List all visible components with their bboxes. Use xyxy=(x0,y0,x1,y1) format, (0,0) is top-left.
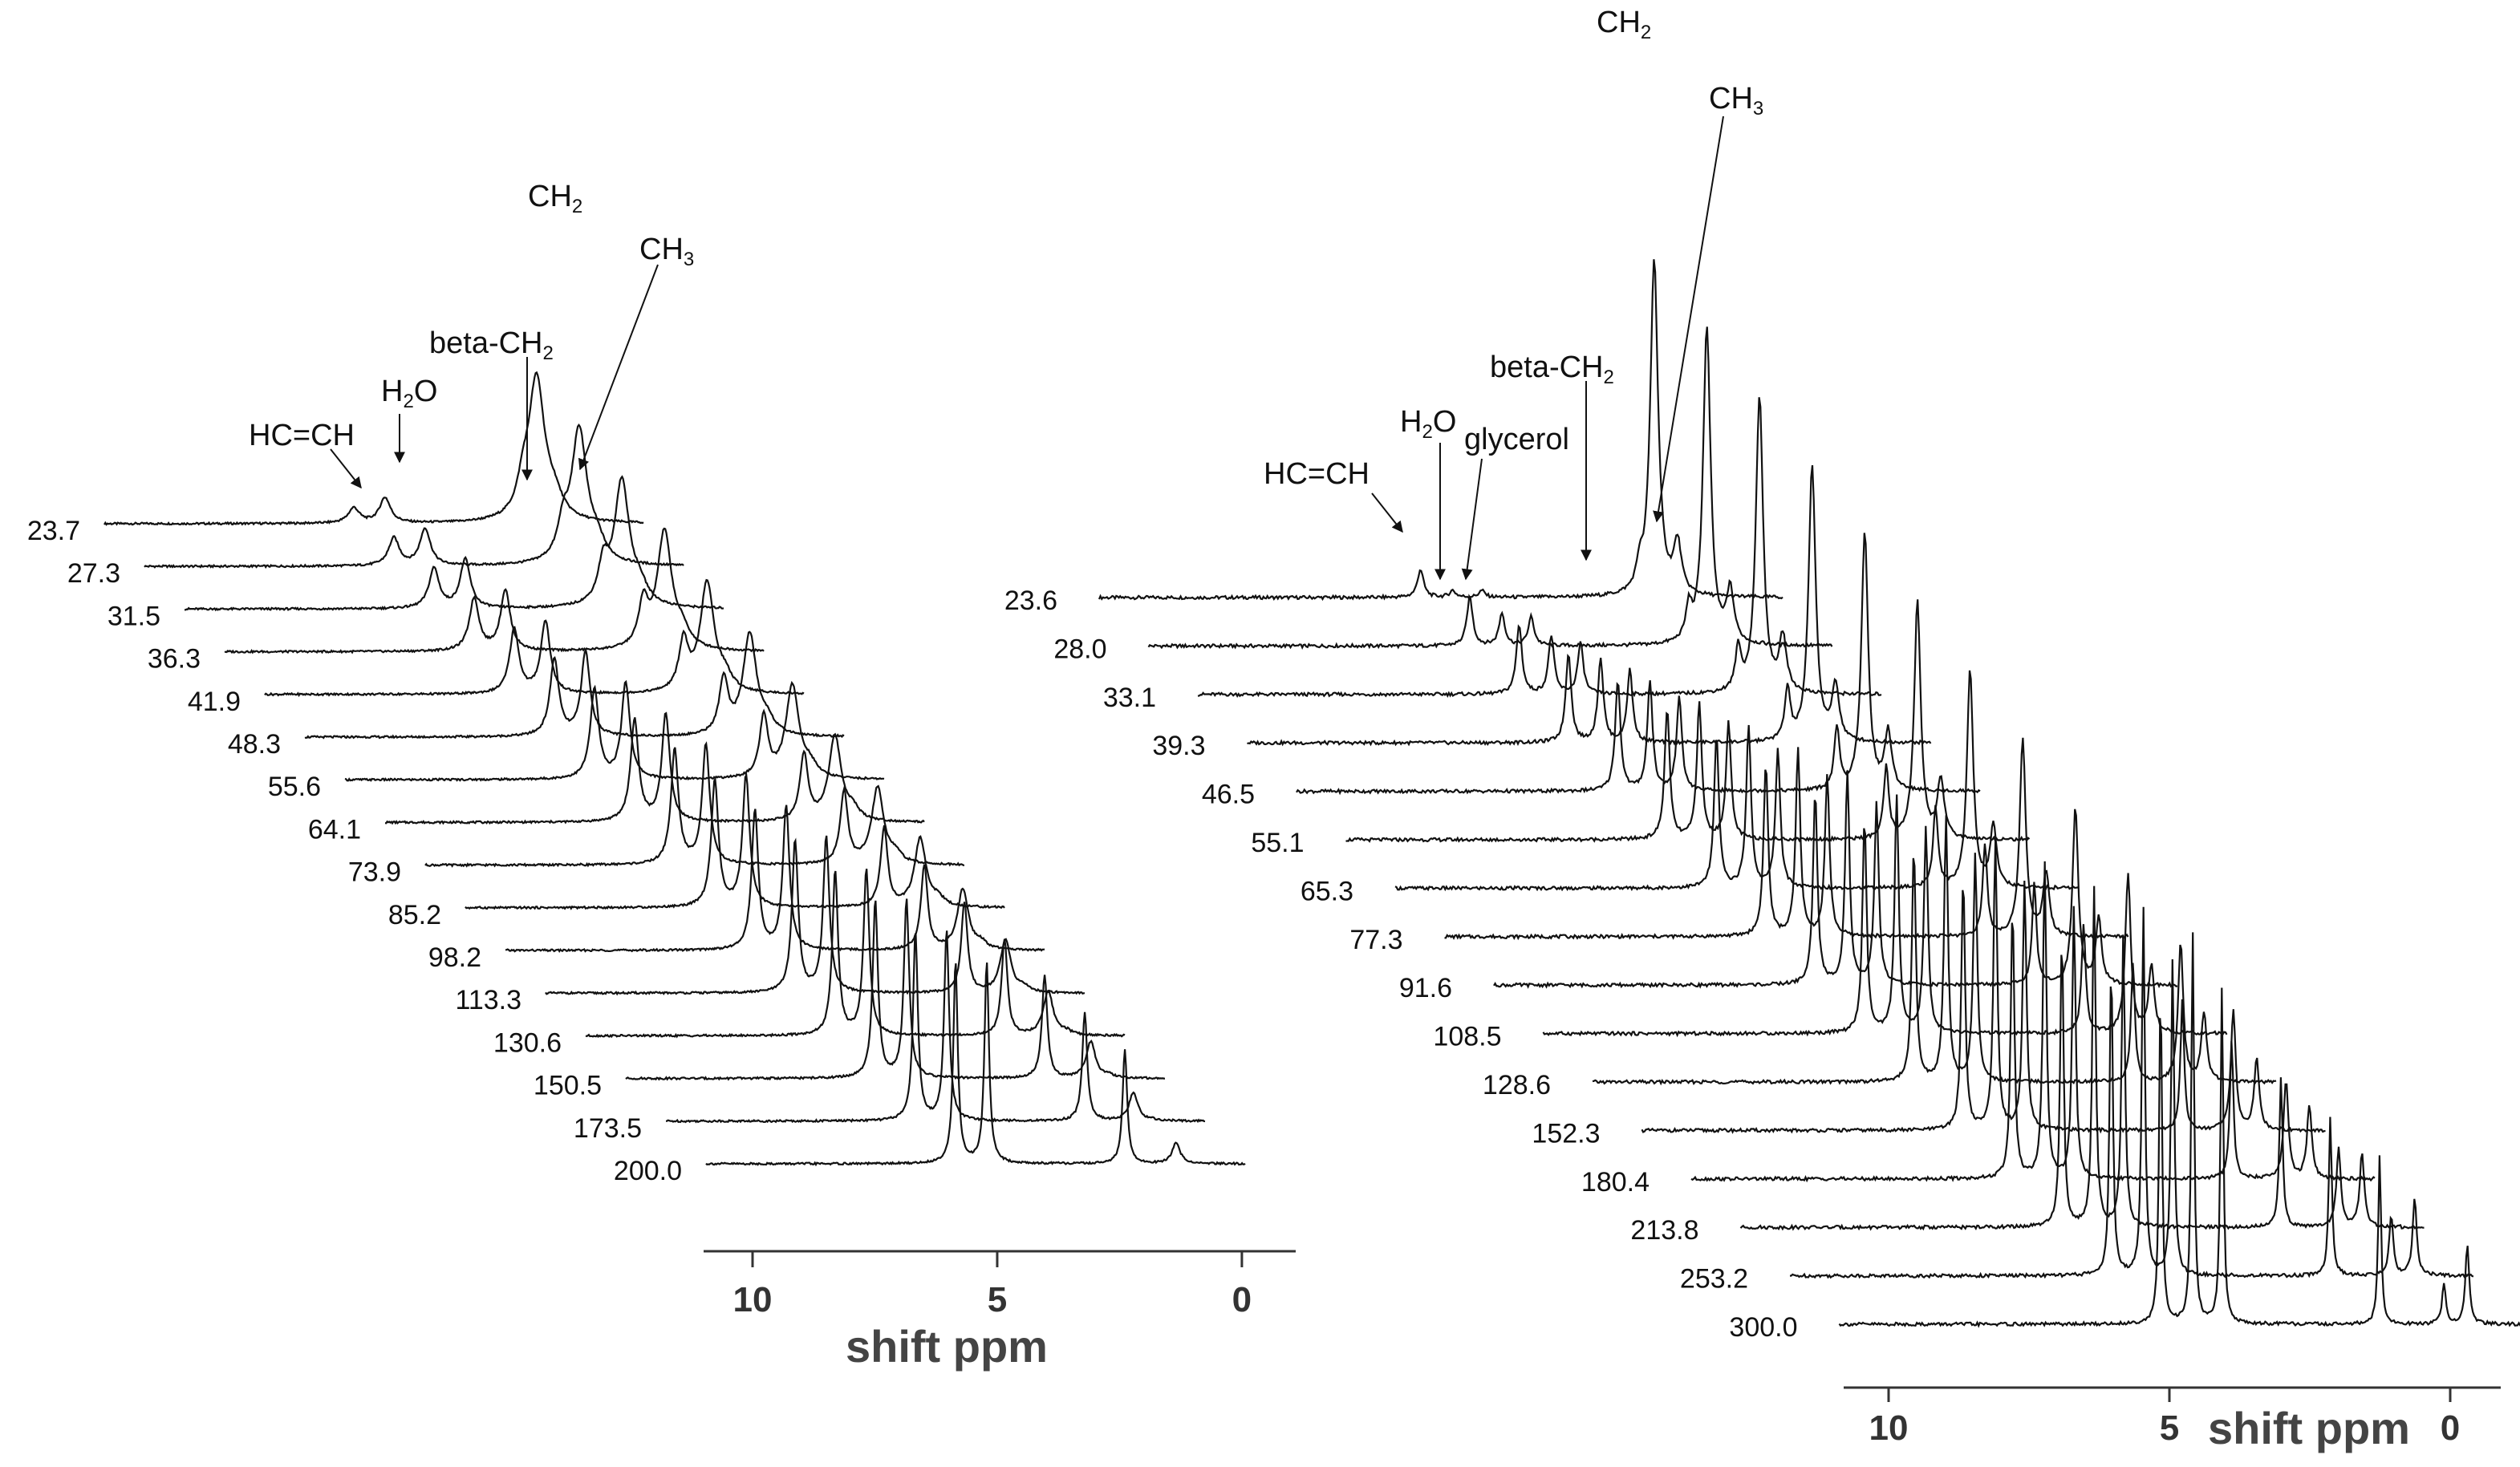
peak-annotation: H2O xyxy=(381,375,437,412)
x-axis-label: shift ppm xyxy=(2208,1403,2410,1453)
spectrum-trace xyxy=(705,962,1246,1167)
series-label: 128.6 xyxy=(1483,1070,1551,1100)
series-label: 48.3 xyxy=(228,729,281,760)
series-label: 113.3 xyxy=(455,985,521,1015)
series-label: 23.6 xyxy=(1004,586,1057,616)
peak-annotation: CH3 xyxy=(1709,82,1763,120)
x-tick-label: 5 xyxy=(988,1280,1007,1319)
series-label: 65.3 xyxy=(1301,876,1353,906)
annotation-arrow xyxy=(1371,492,1403,533)
peak-annotation: beta-CH2 xyxy=(429,326,554,364)
series-label: 41.9 xyxy=(188,687,241,717)
peak-annotation: beta-CH2 xyxy=(1490,351,1614,388)
x-axis-label: shift ppm xyxy=(846,1321,1048,1372)
peak-annotation: CH2 xyxy=(528,180,582,217)
spectrum-trace xyxy=(1641,840,2326,1134)
peak-annotation: glycerol xyxy=(1464,423,1569,456)
series-label: 173.5 xyxy=(574,1113,642,1144)
spectrum-trace xyxy=(1247,464,1932,747)
x-tick-label: 0 xyxy=(2441,1408,2460,1448)
series-label: 152.3 xyxy=(1532,1118,1600,1149)
peak-annotation: CH3 xyxy=(639,233,694,270)
spectrum-trace xyxy=(585,869,1126,1039)
spectrum-trace xyxy=(1197,397,1882,699)
series-label: 200.0 xyxy=(614,1156,682,1186)
spectrum-trace xyxy=(184,475,724,612)
peak-annotation: HC=CH xyxy=(1264,457,1370,491)
annotation-arrow xyxy=(578,264,659,471)
spectrum-trace xyxy=(344,679,885,782)
spectrum-trace xyxy=(1147,326,1833,650)
spectrum-trace xyxy=(1296,533,1981,796)
spectrum-trace xyxy=(1838,932,2520,1328)
peak-annotation: HC=CH xyxy=(249,419,355,452)
series-label: 213.8 xyxy=(1630,1215,1698,1246)
series-label: 300.0 xyxy=(1729,1312,1797,1343)
spectrum-trace xyxy=(1345,599,2031,843)
spectrum-trace xyxy=(224,527,765,654)
peak-annotation: CH2 xyxy=(1597,6,1651,43)
series-label: 108.5 xyxy=(1433,1022,1501,1052)
peak-annotation: H2O xyxy=(1400,405,1456,443)
x-tick-label: 0 xyxy=(1232,1280,1252,1319)
annotation-arrow xyxy=(1653,115,1724,523)
series-label: 55.1 xyxy=(1251,828,1304,858)
x-tick-label: 10 xyxy=(733,1280,773,1319)
spectrum-trace xyxy=(384,711,925,825)
series-label: 73.9 xyxy=(348,857,401,888)
series-label: 253.2 xyxy=(1680,1264,1748,1295)
series-label: 31.5 xyxy=(108,601,160,631)
annotation-arrow xyxy=(1461,458,1483,581)
spectrum-trace xyxy=(424,741,965,868)
series-label: 150.5 xyxy=(534,1071,602,1101)
series-label: 39.3 xyxy=(1152,731,1205,761)
spectrum-trace xyxy=(505,804,1045,953)
spectrum-trace xyxy=(666,930,1206,1124)
spectrum-trace xyxy=(1098,259,1783,602)
series-label: 27.3 xyxy=(67,558,120,589)
annotation-arrow xyxy=(330,448,362,489)
x-tick-label: 5 xyxy=(2160,1408,2179,1448)
spectra-panel-1: 23.7 27.3 31.5 36.3 41.9 48.3 55.6 64.1 73.9 85.2… xyxy=(27,180,1296,1372)
spectrum-trace xyxy=(1739,885,2425,1231)
series-label: 36.3 xyxy=(148,644,201,675)
spectrum-trace xyxy=(144,423,684,569)
series-label: 98.2 xyxy=(428,942,481,973)
spectrum-trace xyxy=(1394,670,2080,892)
spectra-panel-2: 23.6 28.0 33.1 39.3 46.5 55.1 65.3 77.3 91.6 108.… xyxy=(1004,6,2520,1453)
spectrum-trace xyxy=(103,371,644,526)
series-label: 23.7 xyxy=(27,516,80,546)
series-label: 55.6 xyxy=(268,772,321,802)
spectrum-trace xyxy=(1690,861,2376,1183)
series-label: 180.4 xyxy=(1581,1167,1650,1198)
series-label: 85.2 xyxy=(388,900,441,930)
spectrum-trace xyxy=(625,898,1166,1081)
spectrum-trace xyxy=(1789,906,2474,1279)
x-tick-label: 10 xyxy=(1869,1408,1909,1448)
spectrum-trace xyxy=(465,772,1005,910)
series-label: 33.1 xyxy=(1103,683,1156,713)
spectrum-trace xyxy=(545,835,1086,996)
spectrum-trace xyxy=(264,578,805,698)
series-label: 64.1 xyxy=(308,814,361,845)
series-label: 91.6 xyxy=(1399,973,1452,1003)
spectrum-trace xyxy=(1444,737,2129,941)
series-label: 130.6 xyxy=(493,1027,562,1058)
series-label: 28.0 xyxy=(1053,634,1106,664)
series-label: 46.5 xyxy=(1202,780,1255,810)
series-label: 77.3 xyxy=(1349,925,1402,955)
spectrum-trace xyxy=(304,630,845,740)
